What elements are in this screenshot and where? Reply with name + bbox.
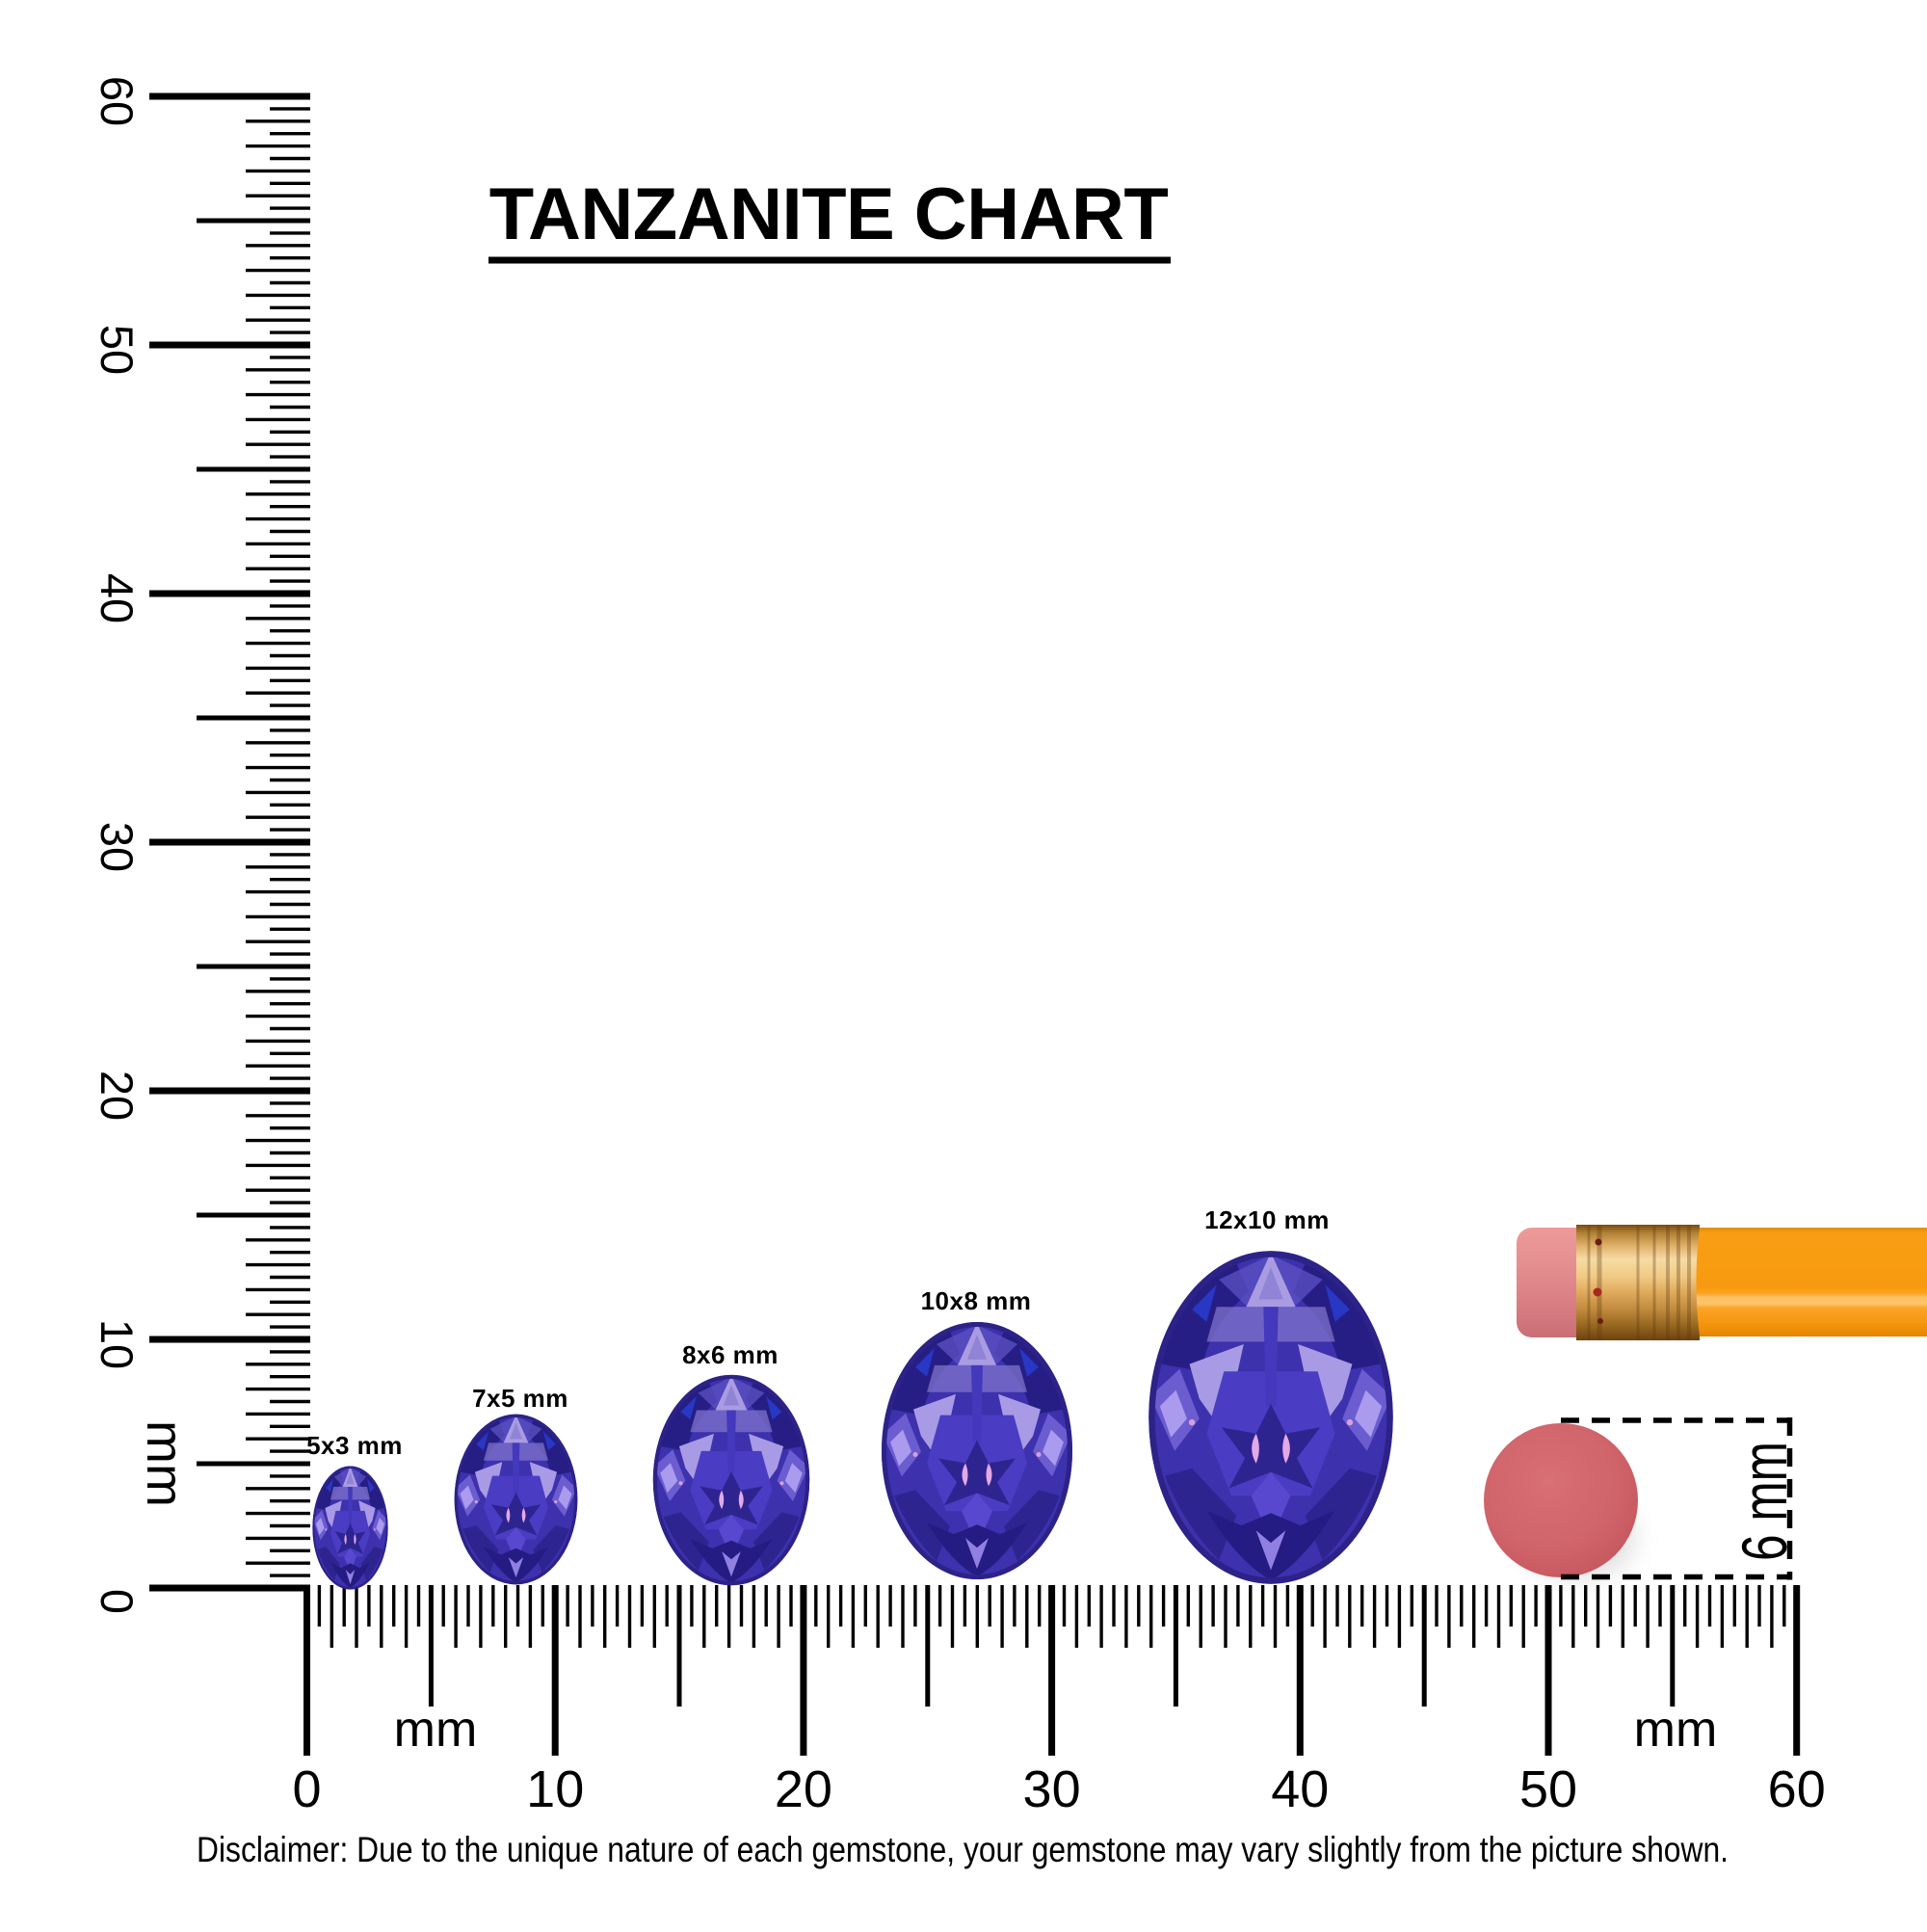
svg-text:10: 10 <box>526 1760 584 1818</box>
svg-text:20: 20 <box>775 1760 832 1818</box>
svg-text:mm: mm <box>1634 1702 1718 1758</box>
svg-text:50: 50 <box>1519 1760 1577 1818</box>
svg-text:30: 30 <box>92 822 143 872</box>
svg-text:mm: mm <box>394 1702 478 1758</box>
svg-text:10x8 mm: 10x8 mm <box>921 1286 1032 1315</box>
svg-text:60: 60 <box>1768 1760 1826 1818</box>
svg-text:mm: mm <box>136 1420 194 1507</box>
svg-text:7x5 mm: 7x5 mm <box>472 1384 568 1413</box>
svg-text:12x10 mm: 12x10 mm <box>1204 1205 1330 1234</box>
svg-text:20: 20 <box>92 1071 143 1121</box>
svg-text:5x3 mm: 5x3 mm <box>306 1431 403 1460</box>
svg-text:6 mm: 6 mm <box>1729 1442 1800 1561</box>
svg-text:0: 0 <box>292 1760 321 1818</box>
svg-text:8x6 mm: 8x6 mm <box>682 1340 779 1369</box>
svg-text:0: 0 <box>92 1589 143 1614</box>
svg-text:Disclaimer: Due to the unique: Disclaimer: Due to the unique nature of … <box>197 1830 1729 1869</box>
svg-text:TANZANITE CHART: TANZANITE CHART <box>489 173 1169 255</box>
svg-text:60: 60 <box>92 76 143 126</box>
svg-text:30: 30 <box>1023 1760 1081 1818</box>
svg-text:50: 50 <box>92 325 143 375</box>
svg-text:10: 10 <box>92 1319 143 1369</box>
svg-text:40: 40 <box>92 573 143 623</box>
svg-text:40: 40 <box>1271 1760 1329 1818</box>
